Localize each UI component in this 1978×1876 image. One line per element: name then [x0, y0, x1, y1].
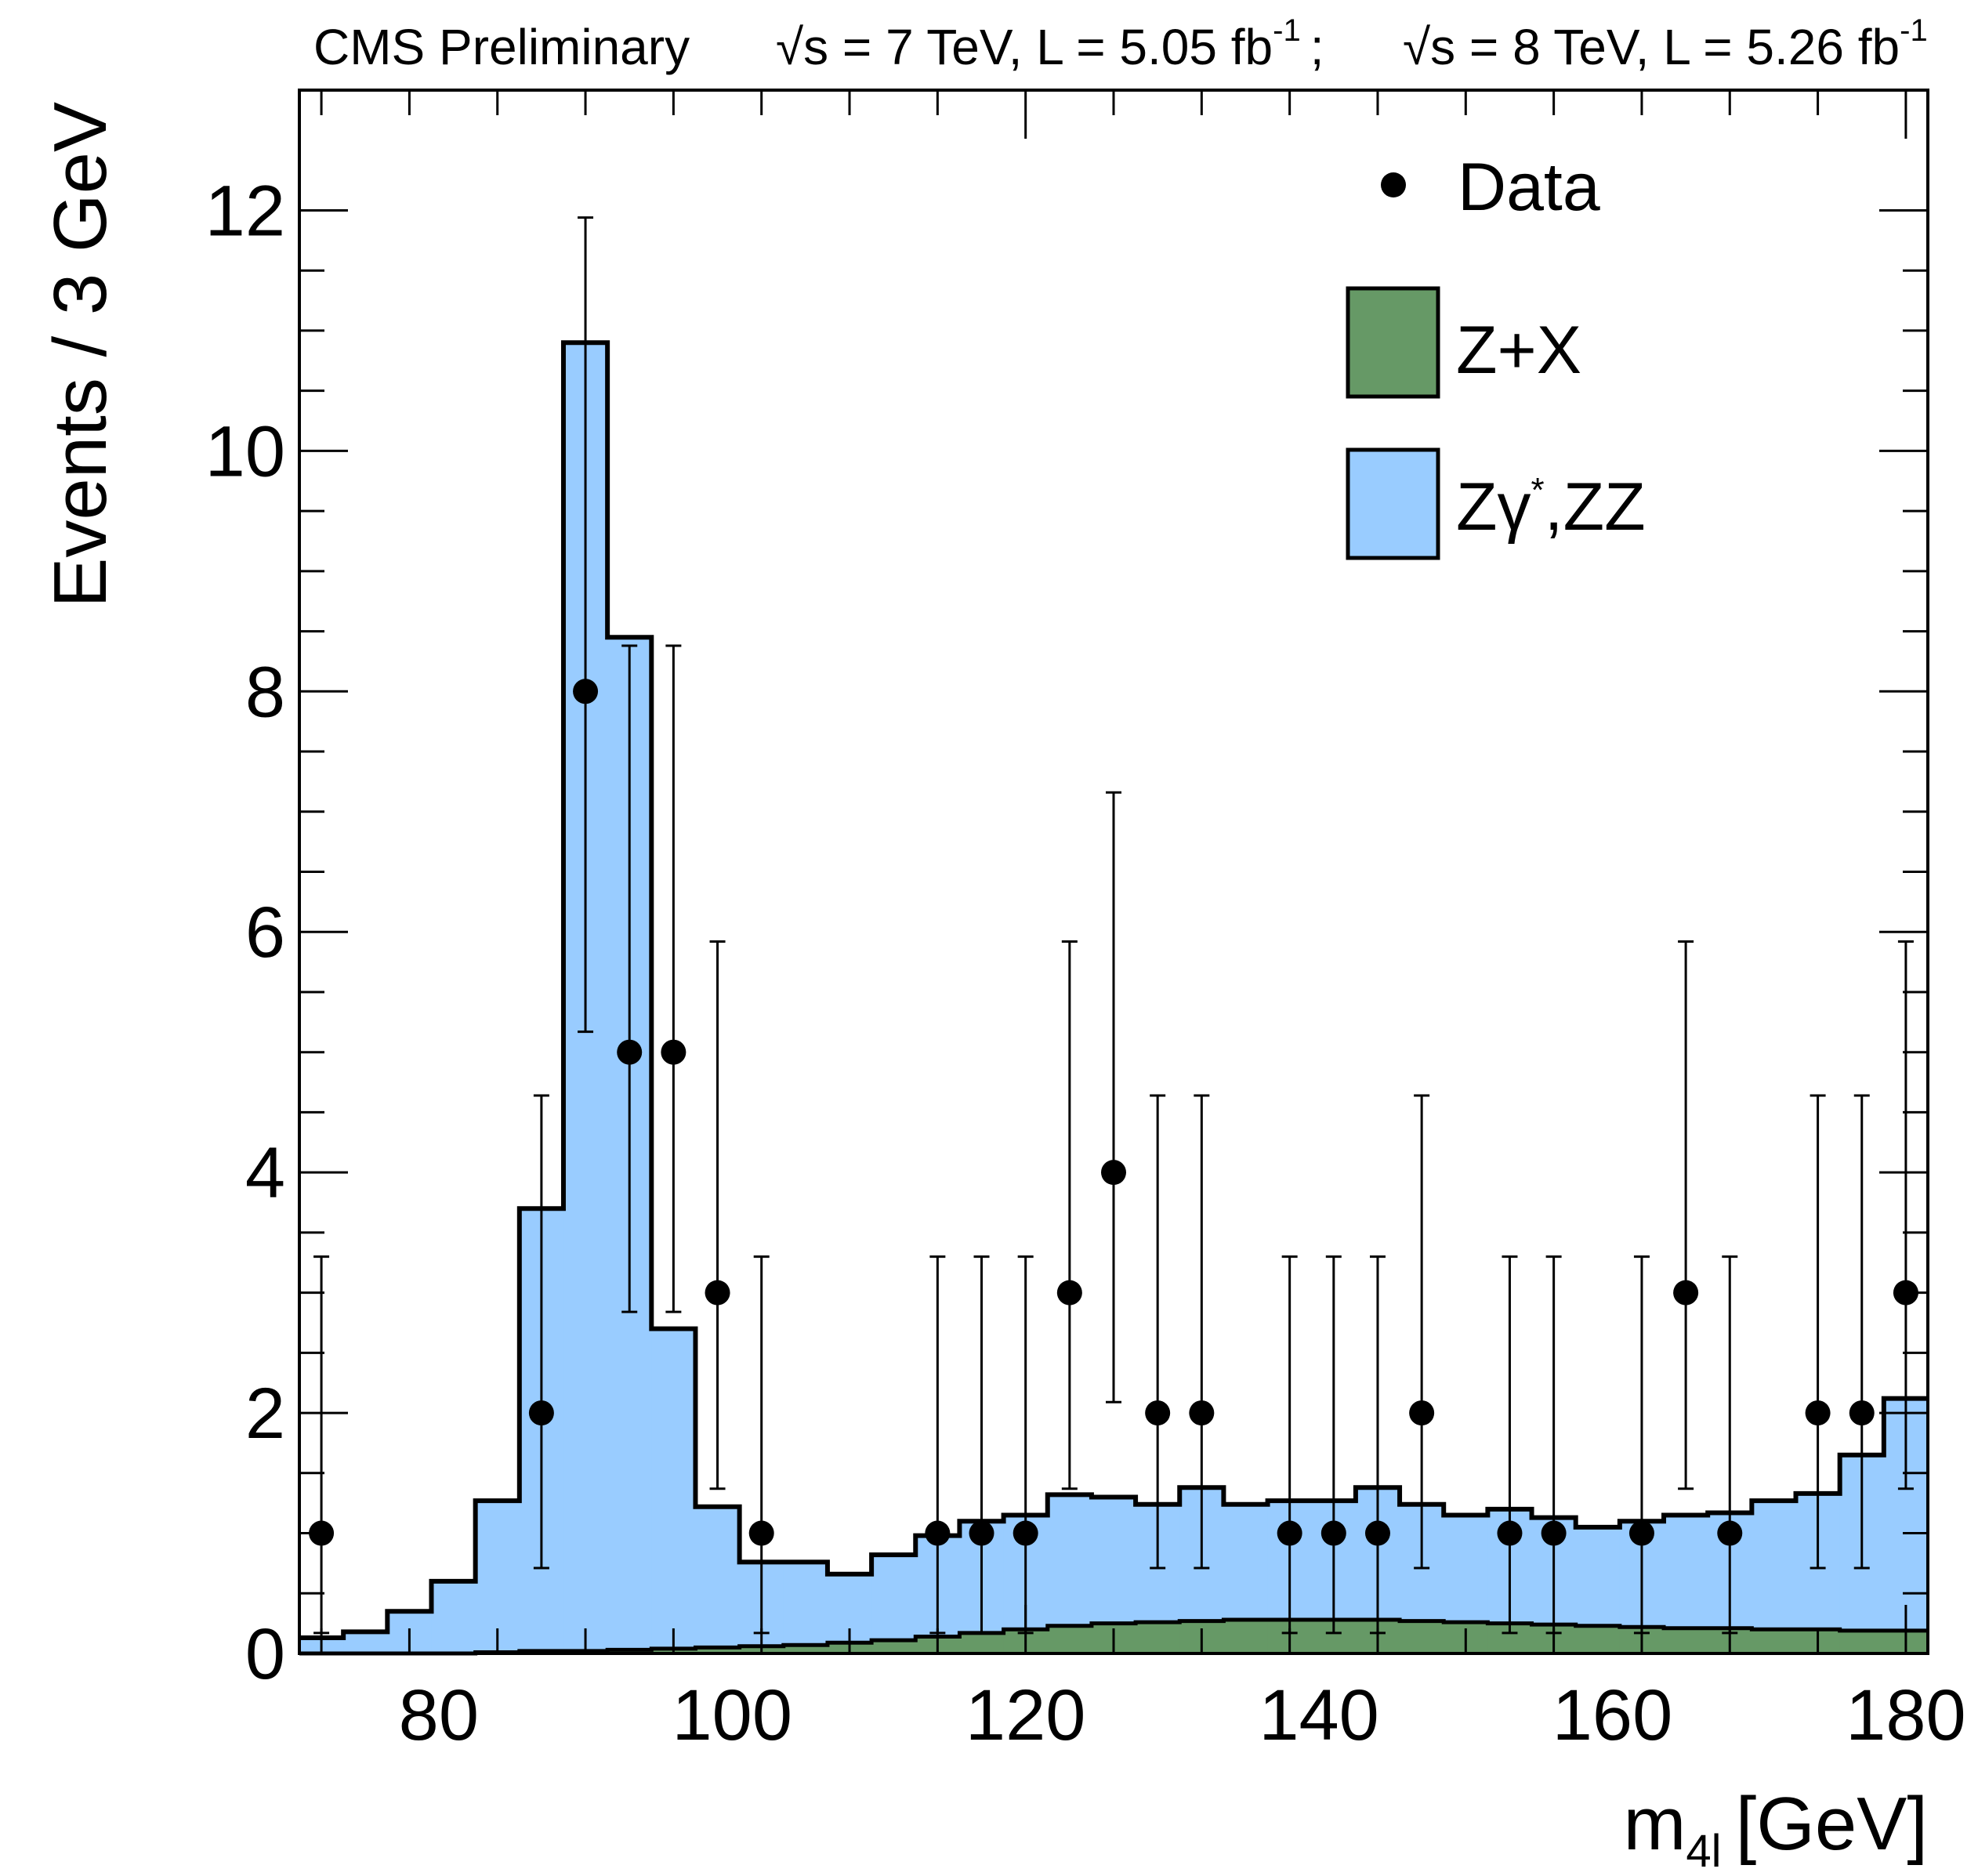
legend-zz-label-sup: * [1531, 471, 1545, 509]
legend-zx-label: Z+X [1456, 313, 1581, 388]
header-separator: ; [1310, 19, 1324, 75]
header-lumi-7: √s = 7 TeV, L = 5.05 fb-1; [776, 13, 1324, 75]
header-lumi-7-text: √s = 7 TeV, L = 5.05 fb [776, 19, 1273, 75]
zx-bin-bar [695, 1647, 741, 1653]
data-point [1805, 1400, 1831, 1426]
zx-histogram [475, 1620, 1929, 1653]
axis-ticks [299, 90, 1928, 1655]
axis-tick-labels: 80 100 120 140 160 180 0 2 4 6 8 10 12 [205, 171, 1966, 1755]
data-point [748, 1520, 774, 1546]
data-points [309, 216, 1918, 1635]
header-lumi-7-sup: -1 [1273, 13, 1301, 48]
zz-bin-bar [651, 1328, 697, 1653]
y-tick-label: 12 [205, 171, 285, 251]
zz-bin-bar [343, 1632, 388, 1653]
legend-data-marker [1381, 172, 1406, 197]
data-point [1849, 1400, 1875, 1426]
zz-bin-bar [475, 1501, 520, 1653]
data-point [1628, 1520, 1654, 1546]
data-point [1541, 1520, 1567, 1546]
y-axis-title: Events / 3 GeV [38, 102, 122, 608]
x-tick-label: 160 [1552, 1675, 1673, 1755]
data-point [1101, 1160, 1126, 1186]
zx-bin-bar [1839, 1630, 1885, 1653]
data-point [1277, 1520, 1302, 1546]
zx-bin-bar [1047, 1625, 1092, 1653]
data-point [969, 1520, 994, 1546]
y-tick-label: 2 [245, 1374, 285, 1454]
header-lumi-8-sup: -1 [1900, 13, 1928, 48]
data-point [1320, 1520, 1346, 1546]
legend: Data Z+X Zγ*,ZZ [1346, 150, 1646, 560]
zx-bin-bar [871, 1640, 916, 1653]
data-point [573, 679, 599, 704]
zz-bin-bar [783, 1562, 828, 1653]
x-axis-title-var: m [1623, 1782, 1686, 1866]
legend-zz-swatch [1346, 447, 1440, 560]
zx-bin-bar [1400, 1621, 1444, 1653]
y-tick-label: 4 [245, 1133, 285, 1213]
header-lumi-8: √s = 8 TeV, L = 5.26 fb-1 [1403, 13, 1928, 75]
zz-step-outline [299, 340, 1928, 1641]
data-point [1497, 1520, 1523, 1546]
zx-step-outline [299, 1617, 1928, 1656]
data-point [1013, 1520, 1038, 1546]
data-point [1673, 1280, 1699, 1306]
zx-bin-bar [1223, 1620, 1269, 1653]
x-axis-title: m4l [GeV] [1623, 1782, 1928, 1876]
data-point [1145, 1400, 1171, 1426]
legend-data-label: Data [1458, 150, 1600, 225]
x-tick-label: 140 [1259, 1675, 1379, 1755]
zx-bin-bar [1752, 1629, 1797, 1653]
zx-bin-bar [783, 1645, 828, 1653]
x-tick-label: 80 [399, 1675, 479, 1755]
zx-bin-bar [959, 1632, 1005, 1653]
y-tick-label: 6 [245, 893, 285, 972]
legend-zz-label: Zγ*,ZZ [1456, 469, 1646, 545]
data-point [1056, 1280, 1082, 1306]
x-tick-label: 180 [1846, 1675, 1966, 1755]
zz-bin-bar [871, 1555, 916, 1653]
header-experiment: CMS Preliminary [313, 19, 690, 75]
y-tick-label: 10 [205, 411, 285, 491]
legend-zx-swatch [1346, 286, 1440, 399]
zz-bin-bar [431, 1581, 476, 1653]
stack-outline [299, 340, 1928, 1656]
data-point [1409, 1400, 1435, 1426]
legend-zz-label-main: Zγ [1456, 469, 1531, 545]
y-tick-label: 8 [245, 652, 285, 732]
x-axis-title-sub: 4l [1686, 1826, 1721, 1876]
data-point [1717, 1520, 1743, 1546]
data-point [705, 1280, 730, 1306]
x-tick-label: 120 [965, 1675, 1086, 1755]
data-point [1189, 1400, 1215, 1426]
x-axis-title-unit: [GeV] [1736, 1782, 1928, 1866]
data-point [1364, 1520, 1390, 1546]
x-tick-label: 100 [672, 1675, 793, 1755]
zx-bin-bar [1136, 1622, 1180, 1653]
legend-zz-label-rest: ,ZZ [1545, 469, 1646, 545]
data-point [617, 1039, 643, 1065]
zz-bin-bar [695, 1506, 741, 1653]
y-tick-label: 0 [245, 1614, 285, 1694]
data-point [661, 1039, 687, 1065]
data-point [925, 1520, 951, 1546]
header-lumi-8-text: √s = 8 TeV, L = 5.26 fb [1403, 19, 1900, 75]
data-point [528, 1400, 554, 1426]
zx-bin-bar [1664, 1628, 1708, 1653]
zx-bin-bar [1575, 1625, 1621, 1653]
